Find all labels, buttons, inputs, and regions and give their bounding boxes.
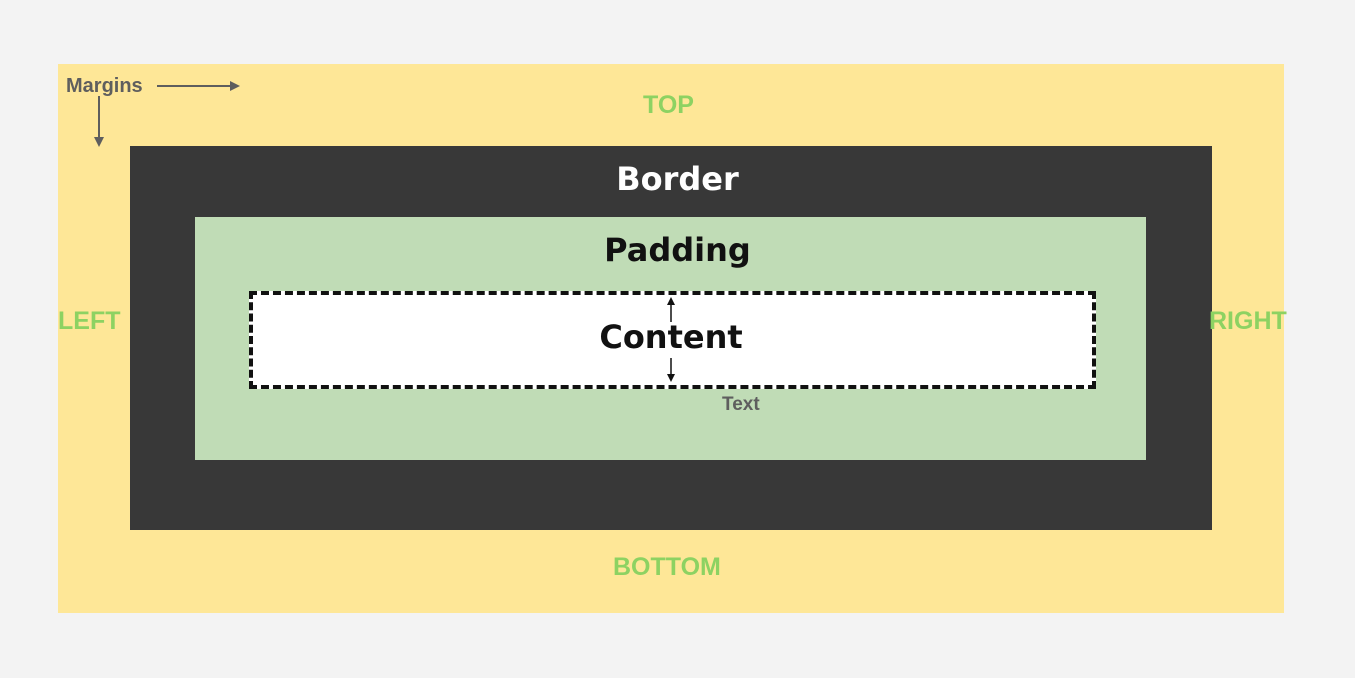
margin-right-label: RIGHT	[1209, 307, 1287, 335]
padding-title: Padding	[604, 231, 751, 269]
text-annotation: Text	[722, 394, 760, 415]
margin-left-label: LEFT	[58, 307, 121, 335]
margins-label: Margins	[66, 75, 143, 97]
margin-bottom-label: BOTTOM	[613, 553, 721, 581]
margin-top-label: TOP	[643, 91, 694, 119]
content-title: Content	[599, 318, 743, 356]
content-area	[249, 291, 1096, 389]
border-title: Border	[616, 160, 739, 198]
